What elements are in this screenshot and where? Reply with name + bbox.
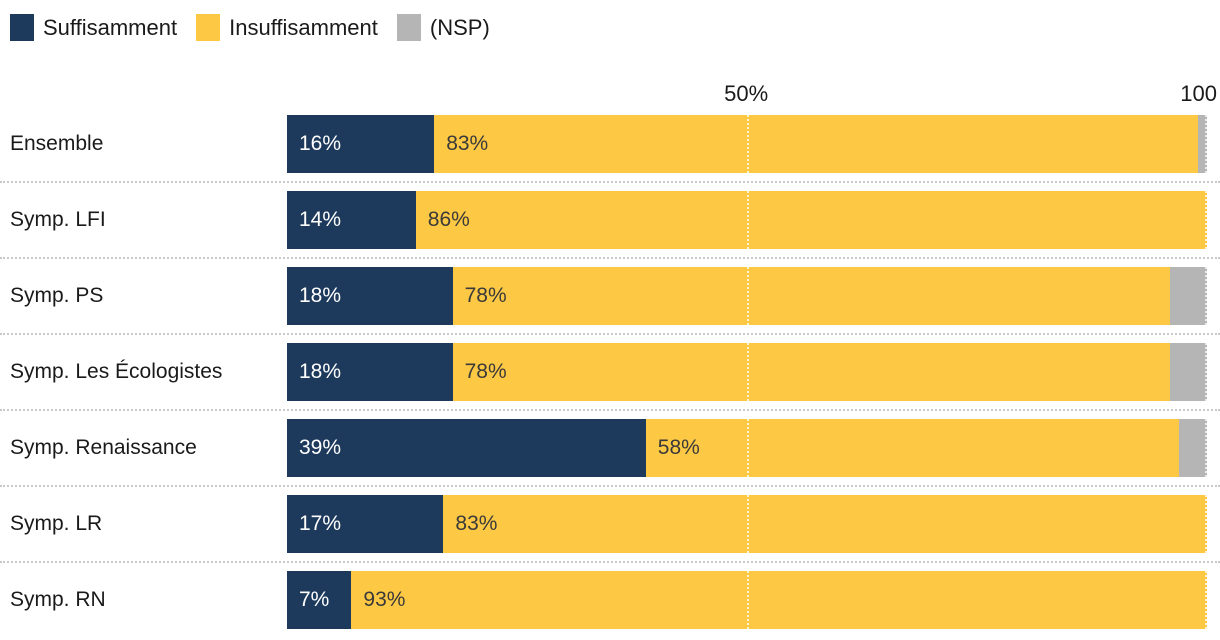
row-separator [0, 409, 1220, 411]
row-label: Symp. PS [10, 284, 104, 307]
value-label: 7% [299, 588, 330, 611]
row-label: Symp. Renaissance [10, 436, 197, 459]
bar-track: 16% 83% [287, 115, 1207, 173]
legend-swatch-suffisamment-icon [10, 14, 34, 41]
value-label: 18% [299, 284, 342, 307]
bar-track: 18% 78% [287, 343, 1207, 401]
bar-segment-nsp [1179, 419, 1207, 477]
row-separator [0, 333, 1220, 335]
row-separator [0, 485, 1220, 487]
bar-track: 17% 83% [287, 495, 1207, 553]
row-separator [0, 257, 1220, 259]
bar-segment-nsp [1170, 343, 1207, 401]
chart-row: Symp. PS 18% 78% [0, 267, 1220, 343]
gridline-50 [747, 343, 749, 401]
gridline-50 [747, 495, 749, 553]
value-label: 86% [427, 208, 470, 231]
bar-segment-suffisamment: 14% [287, 191, 416, 249]
value-label: 83% [455, 512, 498, 535]
bar-track: 39% 58% [287, 419, 1207, 477]
legend-item-nsp: (NSP) [396, 14, 490, 41]
bar-segment-insuffisamment: 93% [351, 571, 1207, 629]
chart-row: Symp. Renaissance 39% 58% [0, 419, 1220, 495]
bar-segment-suffisamment: 16% [287, 115, 435, 173]
gridline-50 [747, 571, 749, 629]
chart-row: Symp. LR 17% 83% [0, 495, 1220, 571]
bar-segment-suffisamment: 17% [287, 495, 444, 553]
bar-segment-insuffisamment: 86% [415, 191, 1207, 249]
value-label: 78% [464, 284, 507, 307]
row-separator [0, 561, 1220, 563]
gridline-50 [747, 191, 749, 249]
legend-swatch-insuffisamment-icon [196, 14, 221, 41]
bar-segment-suffisamment: 39% [287, 419, 646, 477]
chart-row: Ensemble 16% 83% [0, 115, 1220, 191]
bar-segment-insuffisamment: 83% [434, 115, 1198, 173]
legend-label: Suffisamment [43, 14, 178, 40]
bar-segment-nsp [1197, 115, 1207, 173]
bar-segment-nsp [1170, 267, 1207, 325]
gridline-100 [1205, 115, 1207, 173]
gridline-50 [747, 419, 749, 477]
bar-track: 7% 93% [287, 571, 1207, 629]
bar-track: 14% 86% [287, 191, 1207, 249]
gridline-100 [1205, 571, 1207, 629]
row-separator [0, 181, 1220, 183]
legend-swatch-nsp-icon [396, 14, 421, 41]
chart-row: Symp. RN 7% 93% [0, 571, 1220, 640]
value-label: 78% [464, 360, 507, 383]
chart-row: Symp. Les Écologistes 18% 78% [0, 343, 1220, 419]
axis-tick-100: 100 [1180, 81, 1217, 106]
bar-track: 18% 78% [287, 267, 1207, 325]
gridline-100 [1205, 419, 1207, 477]
row-label: Symp. LFI [10, 208, 106, 231]
value-label: 39% [299, 436, 342, 459]
value-label: 93% [363, 588, 406, 611]
gridline-100 [1205, 267, 1207, 325]
bar-segment-suffisamment: 18% [287, 343, 453, 401]
legend-item-insuffisamment: Insuffisamment [196, 14, 378, 41]
legend-label: (NSP) [429, 14, 490, 40]
value-label: 83% [446, 132, 489, 155]
axis-tick-50: 50% [724, 81, 769, 106]
bar-segment-insuffisamment: 83% [443, 495, 1207, 553]
row-label: Ensemble [10, 132, 104, 155]
bar-segment-suffisamment: 7% [287, 571, 352, 629]
row-label: Symp. LR [10, 512, 103, 535]
value-label: 17% [299, 512, 342, 535]
bar-segment-suffisamment: 18% [287, 267, 453, 325]
chart-rows: Ensemble 16% 83% Symp. LFI 14% 86% Symp. PS 18%… [0, 115, 1220, 640]
bar-segment-insuffisamment: 78% [452, 267, 1171, 325]
value-label: 58% [657, 436, 700, 459]
gridline-50 [747, 267, 749, 325]
value-label: 18% [299, 360, 342, 383]
bar-segment-insuffisamment: 58% [645, 419, 1180, 477]
bar-segment-insuffisamment: 78% [452, 343, 1171, 401]
row-label: Symp. RN [10, 588, 106, 611]
legend-label: Insuffisamment [229, 14, 378, 40]
legend: Suffisamment Insuffisamment (NSP) [10, 14, 490, 41]
gridline-100 [1205, 191, 1207, 249]
gridline-50 [747, 115, 749, 173]
legend-item-suffisamment: Suffisamment [10, 14, 177, 41]
value-label: 14% [299, 208, 342, 231]
value-label: 16% [299, 132, 342, 155]
row-label: Symp. Les Écologistes [10, 360, 223, 383]
chart-row: Symp. LFI 14% 86% [0, 191, 1220, 267]
gridline-100 [1205, 495, 1207, 553]
gridline-100 [1205, 343, 1207, 401]
